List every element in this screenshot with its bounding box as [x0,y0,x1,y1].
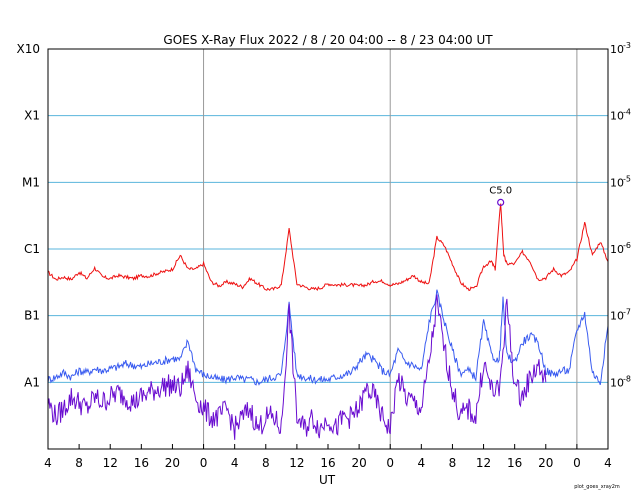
x-tick-label-16: 20 [538,456,553,470]
y-left-label-C1: C1 [24,242,40,256]
x-tick-label-0: 4 [44,456,52,470]
y-right-exp-2: -5 [623,174,631,183]
y-right-label-4: 10 [610,310,624,323]
y-left-label-X10: X10 [17,42,41,56]
x-tick-label-2: 12 [103,456,118,470]
y-right-exp-3: -6 [623,241,631,250]
y-right-label-3: 10 [610,243,624,256]
peak-label: C5.0 [489,185,512,196]
x-tick-label-1: 8 [75,456,83,470]
x-tick-label-12: 4 [418,456,426,470]
x-tick-label-8: 12 [289,456,304,470]
footer-label: plot_goes_xray2m [574,484,620,490]
chart-title: GOES X-Ray Flux 2022 / 8 / 20 04:00 -- 8… [163,33,493,47]
y-axis-left-labels: A1 B1 C1 M1 X1 X10 [17,42,41,389]
x-axis-ticks: 4 8 12 16 20 0 4 8 12 16 20 0 4 8 12 16 20 0 4 [44,444,612,470]
x-tick-label-10: 20 [351,456,366,470]
x-tick-label-18: 4 [604,456,612,470]
x-tick-label-7: 8 [262,456,270,470]
gridlines [48,115,608,383]
y-right-exp-1: -4 [623,108,631,117]
y-left-label-M1: M1 [22,175,40,189]
series-mid_channel [47,289,609,386]
y-right-exp-5: -8 [623,374,631,383]
day-boundary-lines [203,49,578,449]
x-tick-label-13: 8 [449,456,457,470]
x-tick-label-4: 20 [165,456,180,470]
y-right-exp-0: -3 [623,41,631,50]
x-axis-label: UT [319,473,336,487]
y-left-label-X1: X1 [24,109,40,123]
y-right-label-5: 10 [610,376,624,389]
data-series [47,203,609,440]
x-tick-label-14: 12 [476,456,491,470]
y-left-label-A1: A1 [24,375,40,389]
x-tick-label-3: 16 [134,456,149,470]
y-right-label-2: 10 [610,176,624,189]
series-short_channel [47,294,547,440]
x-tick-label-9: 16 [320,456,335,470]
y-axis-right-labels: 10-310-410-510-610-710-8 [610,41,631,389]
x-tick-label-15: 16 [507,456,522,470]
annotation: C5.0 [489,185,512,207]
y-right-label-0: 10 [610,43,624,56]
y-right-exp-4: -7 [623,308,631,317]
series-long_channel [47,203,609,292]
x-tick-label-11: 0 [386,456,394,470]
y-right-label-1: 10 [610,110,624,123]
y-left-label-B1: B1 [24,309,40,323]
x-tick-label-6: 4 [231,456,239,470]
x-tick-label-17: 0 [573,456,581,470]
peak-marker [497,198,505,207]
x-tick-label-5: 0 [200,456,208,470]
